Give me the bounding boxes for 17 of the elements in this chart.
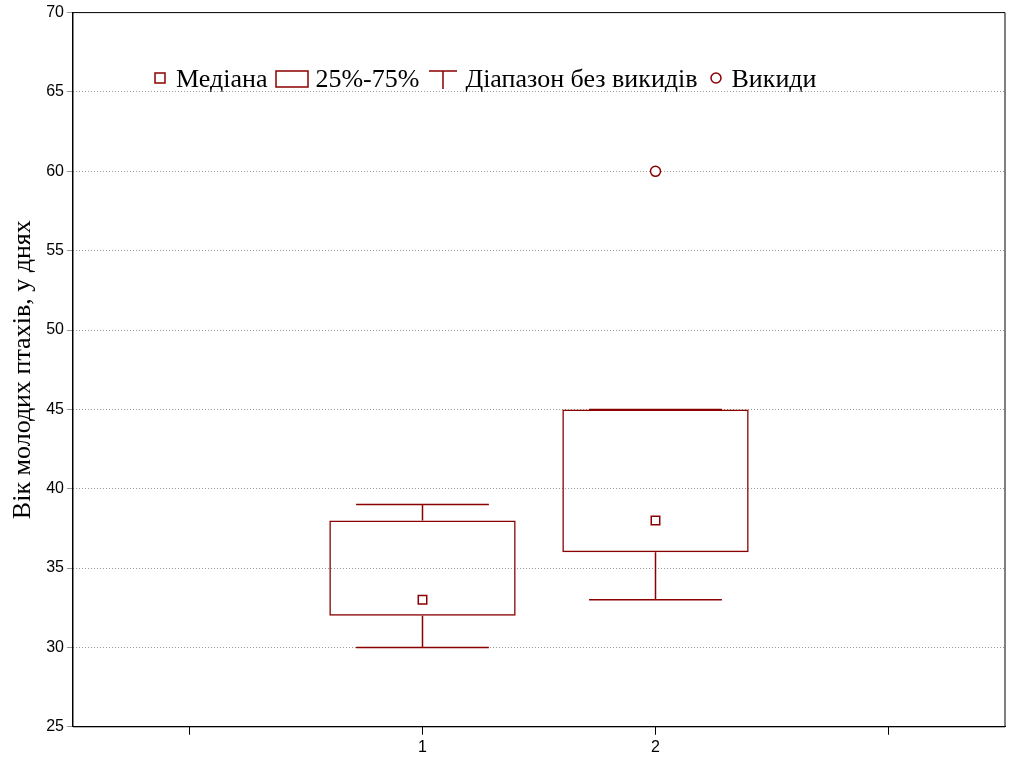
y-tick-label: 35 (46, 558, 65, 576)
x-tick-label: 1 (418, 737, 428, 755)
annotation: Викиди (731, 64, 817, 94)
y-tick-label: 45 (46, 399, 65, 417)
y-tick-label: 70 (46, 3, 65, 21)
annotation: Діапазон без викидів (465, 64, 698, 94)
y-tick-label: 65 (46, 82, 65, 100)
y-tick-label: 30 (46, 637, 65, 655)
annotation: Медіана (176, 64, 268, 94)
y-tick-label: 60 (46, 161, 65, 179)
y-tick-label: 40 (46, 479, 65, 497)
y-tick-label: 50 (46, 320, 65, 338)
y-axis-title: Вік молодих птахів, у днях (7, 220, 37, 520)
annotation: 25%-75% (315, 64, 420, 94)
y-tick-label: 25 (46, 717, 65, 735)
x-tick-label: 2 (651, 737, 661, 755)
y-tick-label: 55 (46, 241, 65, 259)
